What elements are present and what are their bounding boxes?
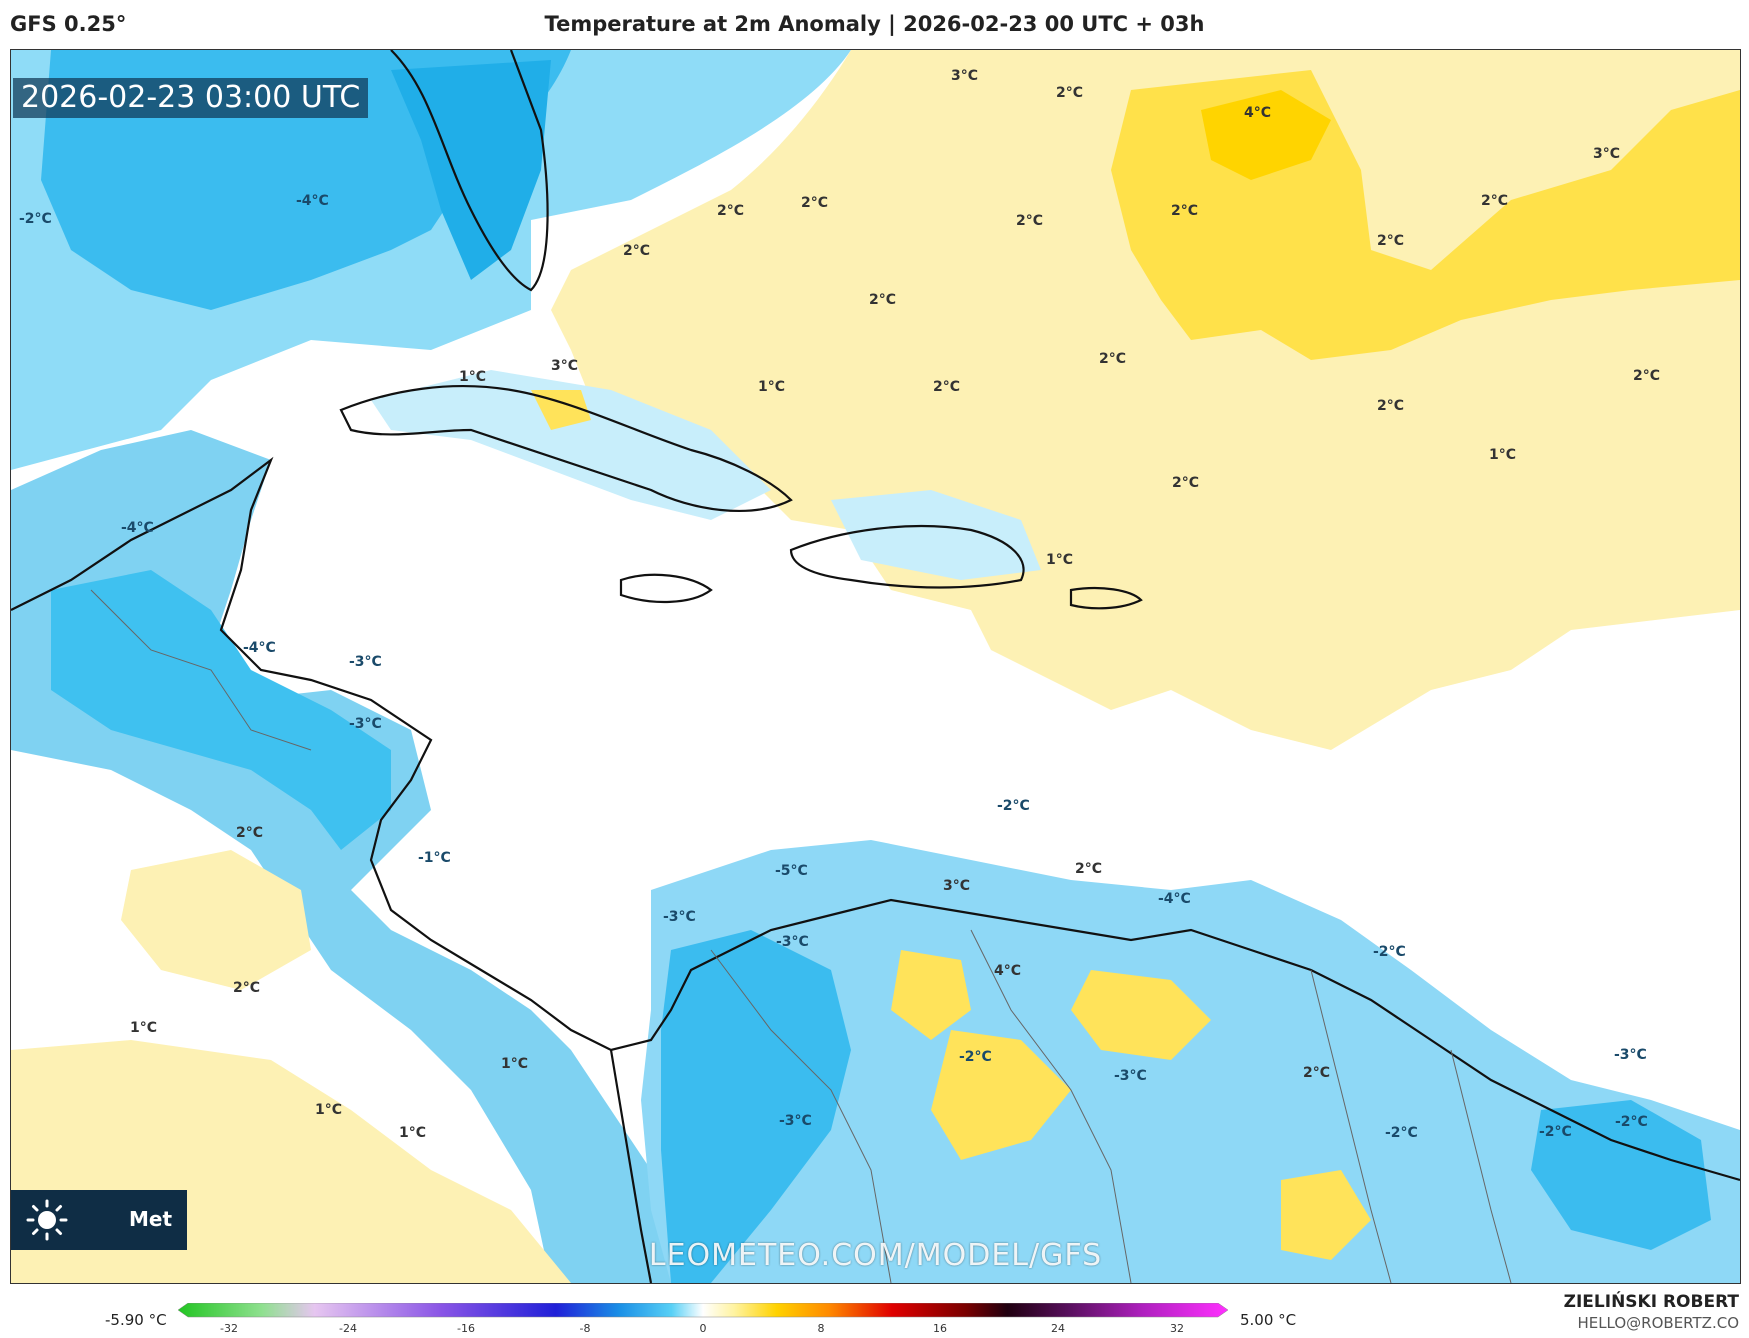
author-email[interactable]: HELLO@ROBERTZ.CO bbox=[1577, 1314, 1739, 1332]
cold-zone-guiana-strong bbox=[1531, 1100, 1711, 1250]
contour-label: -2°C bbox=[1385, 1125, 1418, 1141]
colorbar-tick: 16 bbox=[933, 1322, 947, 1335]
contour-label: 1°C bbox=[501, 1056, 528, 1072]
contour-label: 2°C bbox=[1377, 398, 1404, 414]
contour-label: -2°C bbox=[997, 798, 1030, 814]
logo-text: Met bbox=[129, 1207, 173, 1231]
warm-spot-venezuela bbox=[931, 1030, 1071, 1160]
contour-label: 2°C bbox=[1016, 213, 1043, 229]
valid-time-badge: 2026-02-23 03:00 UTC bbox=[13, 78, 369, 118]
author-name: ZIELIŃSKI ROBERT bbox=[1563, 1292, 1739, 1312]
colorbar-tick: 8 bbox=[818, 1322, 825, 1335]
contour-label: 2°C bbox=[1303, 1065, 1330, 1081]
borders bbox=[90, 589, 1512, 1283]
contour-label: -3°C bbox=[776, 934, 809, 950]
warm-zone-atlantic bbox=[551, 50, 1740, 750]
contour-label: 2°C bbox=[233, 980, 260, 996]
leometeo-logo[interactable]: Met bbox=[11, 1190, 187, 1250]
contour-label: 1°C bbox=[758, 379, 785, 395]
model-name: GFS 0.25° bbox=[10, 12, 127, 36]
contour-label: -3°C bbox=[349, 654, 382, 670]
contour-label: 2°C bbox=[1481, 193, 1508, 209]
colorbar-tick: -8 bbox=[580, 1322, 591, 1335]
contour-labels: 3°C 2°C 4°C 3°C -2°C -4°C 2°C 2°C 2°C 2°… bbox=[19, 68, 1660, 1141]
contour-label: -3°C bbox=[779, 1113, 812, 1129]
contour-label: -4°C bbox=[121, 520, 154, 536]
contour-label: 1°C bbox=[459, 369, 486, 385]
colorbar: -32 -24 -16 -8 0 8 16 24 32 bbox=[178, 1303, 1228, 1335]
contour-label: 2°C bbox=[236, 825, 263, 841]
chart-title: Temperature at 2m Anomaly | 2026-02-23 0… bbox=[544, 12, 1205, 36]
contour-label: -3°C bbox=[663, 909, 696, 925]
contour-label: -3°C bbox=[1114, 1068, 1147, 1084]
contour-label: -2°C bbox=[1373, 944, 1406, 960]
cold-zone-colombia-strong bbox=[661, 930, 851, 1283]
cold-zone-south-america bbox=[641, 840, 1740, 1283]
contour-label: 1°C bbox=[315, 1102, 342, 1118]
contour-label: 2°C bbox=[1377, 233, 1404, 249]
colorbar-max-label: 5.00 °C bbox=[1240, 1311, 1297, 1329]
watermark: LEOMETEO.COM/MODEL/GFS bbox=[648, 1238, 1103, 1273]
contour-label: 1°C bbox=[1489, 447, 1516, 463]
colorbar-tick: -24 bbox=[339, 1322, 357, 1335]
colorbar-tick: 32 bbox=[1170, 1322, 1184, 1335]
contour-label: 3°C bbox=[551, 358, 578, 374]
contour-label: -4°C bbox=[296, 193, 329, 209]
contour-label: 2°C bbox=[1633, 368, 1660, 384]
contour-label: 4°C bbox=[1244, 105, 1271, 121]
colorbar-tick: 0 bbox=[700, 1322, 707, 1335]
contour-label: 1°C bbox=[130, 1020, 157, 1036]
contour-label: 3°C bbox=[951, 68, 978, 84]
contour-label: 2°C bbox=[623, 243, 650, 259]
contour-label: 2°C bbox=[717, 203, 744, 219]
contour-label: -4°C bbox=[1158, 891, 1191, 907]
contour-label: -3°C bbox=[1614, 1047, 1647, 1063]
contour-label: 2°C bbox=[1099, 351, 1126, 367]
coastlines bbox=[11, 50, 1740, 1283]
colorbar-tick: -16 bbox=[457, 1322, 475, 1335]
contour-label: -2°C bbox=[1615, 1114, 1648, 1130]
contour-label: -2°C bbox=[1539, 1124, 1572, 1140]
contour-label: -4°C bbox=[243, 640, 276, 656]
sun-icon bbox=[26, 1199, 68, 1241]
contour-label: -2°C bbox=[19, 211, 52, 227]
contour-label: 3°C bbox=[943, 878, 970, 894]
contour-label: 2°C bbox=[1172, 475, 1199, 491]
contour-label: 2°C bbox=[1056, 85, 1083, 101]
warm-core-4c bbox=[1201, 90, 1331, 180]
colorbar-tick: -32 bbox=[220, 1322, 238, 1335]
cold-patch-cuba bbox=[371, 370, 771, 520]
map-canvas: 3°C 2°C 4°C 3°C -2°C -4°C 2°C 2°C 2°C 2°… bbox=[11, 50, 1740, 1283]
contour-label: -5°C bbox=[775, 863, 808, 879]
cold-patch-hispaniola bbox=[831, 490, 1041, 580]
contour-label: -2°C bbox=[959, 1049, 992, 1065]
warm-patch-pacific-north bbox=[121, 850, 311, 990]
contour-label: 4°C bbox=[994, 963, 1021, 979]
contour-label: 1°C bbox=[399, 1125, 426, 1141]
warm-spot-orinoco bbox=[1071, 970, 1211, 1060]
contour-label: 2°C bbox=[1075, 861, 1102, 877]
colorbar-min-label: -5.90 °C bbox=[105, 1311, 167, 1329]
cold-zone-central-america-strong bbox=[51, 570, 391, 850]
contour-label: 2°C bbox=[1171, 203, 1198, 219]
warm-spot-maracaibo bbox=[891, 950, 971, 1040]
contour-label: -1°C bbox=[418, 850, 451, 866]
warm-patch-cuba bbox=[531, 390, 591, 430]
contour-label: 2°C bbox=[933, 379, 960, 395]
contour-label: 2°C bbox=[801, 195, 828, 211]
contour-label: 2°C bbox=[869, 292, 896, 308]
contour-label: 3°C bbox=[1593, 146, 1620, 162]
anomaly-map[interactable]: 3°C 2°C 4°C 3°C -2°C -4°C 2°C 2°C 2°C 2°… bbox=[10, 49, 1741, 1284]
warm-spot-guyana bbox=[1281, 1170, 1371, 1260]
colorbar-tick: 24 bbox=[1051, 1322, 1065, 1335]
contour-label: 1°C bbox=[1046, 552, 1073, 568]
contour-label: -3°C bbox=[349, 716, 382, 732]
